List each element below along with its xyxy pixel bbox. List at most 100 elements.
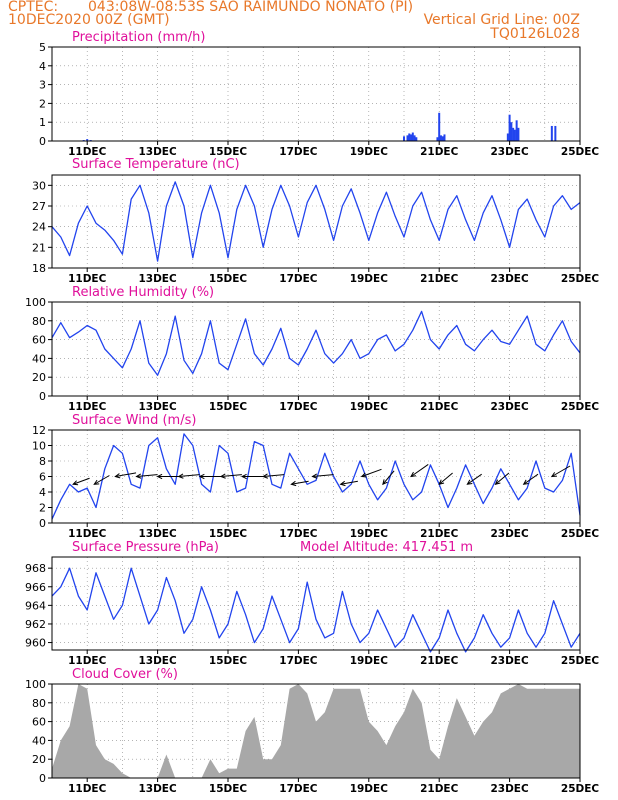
precip-bar [441,136,444,141]
y-tick-label: 100 [25,678,46,691]
y-tick-label: 0 [39,390,46,403]
y-tick-label: 100 [25,296,46,309]
x-tick-label: 17DEC [279,273,318,285]
panel-title: Surface Wind (m/s) [72,413,196,428]
panel-title: Surface Pressure (hPa) [72,540,219,555]
precip-bar [443,134,446,141]
precip-bar [515,120,518,141]
precip-bar [513,129,516,141]
wind-arrow [382,470,395,485]
wind-arrow-head [240,473,247,480]
wind-arrow [523,473,539,485]
series-line-temp [51,181,581,262]
y-tick-label: 968 [25,562,46,575]
x-tick-label: 25DEC [561,783,600,795]
wind-arrow-head [339,480,346,487]
precip-bar [506,133,509,141]
x-tick-label: 15DEC [209,146,248,158]
wind-arrow-head [72,480,79,486]
y-tick-label: 40 [32,734,46,747]
y-tick-label: 12 [32,424,46,437]
panel-frame [51,556,581,651]
y-tick-label: 962 [25,618,46,631]
x-tick-label: 19DEC [350,401,389,413]
y-tick-label: 30 [32,179,46,192]
y-tick-label: 6 [39,471,46,484]
panel-title: Precipitation (mm/h) [72,30,205,45]
precip-bar [508,114,511,141]
y-tick-label: 21 [32,241,46,254]
precip-bar [554,125,557,141]
x-tick-label: 23DEC [490,783,529,795]
wind-arrow-head [311,473,318,479]
y-tick-label: 80 [32,315,46,328]
panel-rh: 0 20 40 60 80 100 11DEC 13DEC 15DEC 17DEC 19DEC 21D… [25,285,599,413]
wind-arrow-head [262,473,269,479]
wind-arrow-head [438,479,445,485]
x-tick-label: 25DEC [561,655,600,667]
wind-arrow [263,474,285,477]
wind-arrow [312,474,334,477]
y-tick-label: 3 [39,79,46,92]
x-tick-label: 21DEC [420,146,459,158]
x-tick-label: 15DEC [209,783,248,795]
cloud-area [52,684,580,778]
x-tick-label: 23DEC [490,273,529,285]
header-grid-note: Vertical Grid Line: 00Z [423,12,580,28]
precip-bar [512,127,515,141]
wind-arrow [72,477,90,485]
series-line-wind [51,433,581,520]
wind-arrow-head [93,479,100,485]
x-tick-label: 25DEC [561,146,600,158]
panel-frame [51,46,581,142]
x-tick-label: 13DEC [138,528,177,540]
panel-annotation: Model Altitude: 417.451 m [300,540,473,555]
precip-bar [510,122,513,141]
wind-arrow-head [466,479,473,485]
wind-arrow-head [135,473,142,479]
y-tick-label: 10 [32,440,46,453]
wind-arrow-head [156,473,163,480]
x-tick-label: 23DEC [490,146,529,158]
x-tick-label: 17DEC [279,783,318,795]
y-tick-label: 20 [32,371,46,384]
y-tick-label: 960 [25,637,46,650]
x-tick-label: 15DEC [209,401,248,413]
panel-temp: 18 21 24 27 30 11DEC 13DEC 15DEC 17DEC 19DEC 21DEC… [32,157,599,285]
precip-bar [438,112,441,141]
wind-arrow [410,464,429,477]
wind-arrow-head [550,472,557,478]
y-tick-label: 1 [39,116,46,129]
x-tick-label: 23DEC [490,655,529,667]
x-tick-label: 13DEC [138,401,177,413]
x-tick-label: 19DEC [350,528,389,540]
precip-bar [415,137,418,141]
x-tick-label: 17DEC [279,146,318,158]
y-tick-label: 966 [25,581,46,594]
y-tick-label: 0 [39,135,46,148]
x-tick-label: 19DEC [350,273,389,285]
x-tick-label: 15DEC [209,528,248,540]
x-tick-label: 19DEC [350,146,389,158]
wind-arrow-head [290,480,297,487]
x-tick-label: 11DEC [68,146,107,158]
wind-arrow-head [382,479,388,486]
series-line-rh [51,310,581,376]
x-tick-label: 15DEC [209,273,248,285]
x-tick-label: 23DEC [490,401,529,413]
precip-bar [411,132,414,141]
x-tick-label: 17DEC [279,401,318,413]
series-line-pres [51,567,581,653]
x-tick-label: 23DEC [490,528,529,540]
x-tick-label: 19DEC [350,783,389,795]
wind-arrow [93,475,110,485]
x-tick-label: 17DEC [279,655,318,667]
precip-bar [436,137,439,141]
x-tick-label: 21DEC [420,273,459,285]
x-tick-label: 11DEC [68,528,107,540]
panel-title: Cloud Cover (%) [72,667,178,682]
y-tick-label: 964 [25,599,46,612]
wind-arrow [136,474,158,477]
y-tick-label: 0 [39,517,46,530]
y-tick-label: 40 [32,352,46,365]
